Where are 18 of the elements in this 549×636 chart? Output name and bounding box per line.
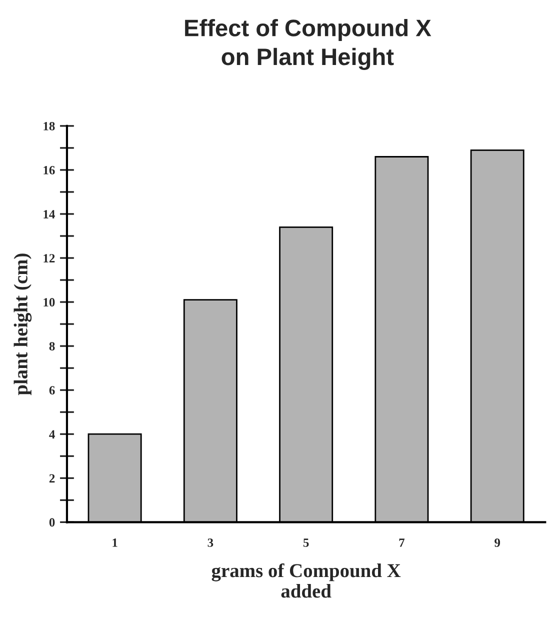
x-tick-label: 9 [494,538,500,547]
x-tick-label: 7 [399,538,405,547]
chart-title: Effect of Compound X on Plant Height [185,19,432,70]
y-tick-label: 14 [44,210,55,218]
y-tick-label: 12 [44,254,55,262]
y-axis-title: plant height (cm) [14,254,32,396]
y-tick-label: 18 [44,122,55,130]
y-tick-label: 8 [49,342,55,351]
y-tick-label: 4 [49,430,55,438]
y-tick-label: 0 [49,518,55,527]
x-tick-label: 1 [112,538,118,547]
y-tick-label: 16 [44,166,55,174]
y-tick-label: 2 [49,474,55,482]
y-tick-label: 10 [44,298,55,306]
x-tick-label: 3 [208,538,214,547]
y-tick-label: 6 [49,386,55,395]
x-tick-label: 5 [303,538,309,547]
x-axis-title: grams of Compound X added [212,563,401,598]
